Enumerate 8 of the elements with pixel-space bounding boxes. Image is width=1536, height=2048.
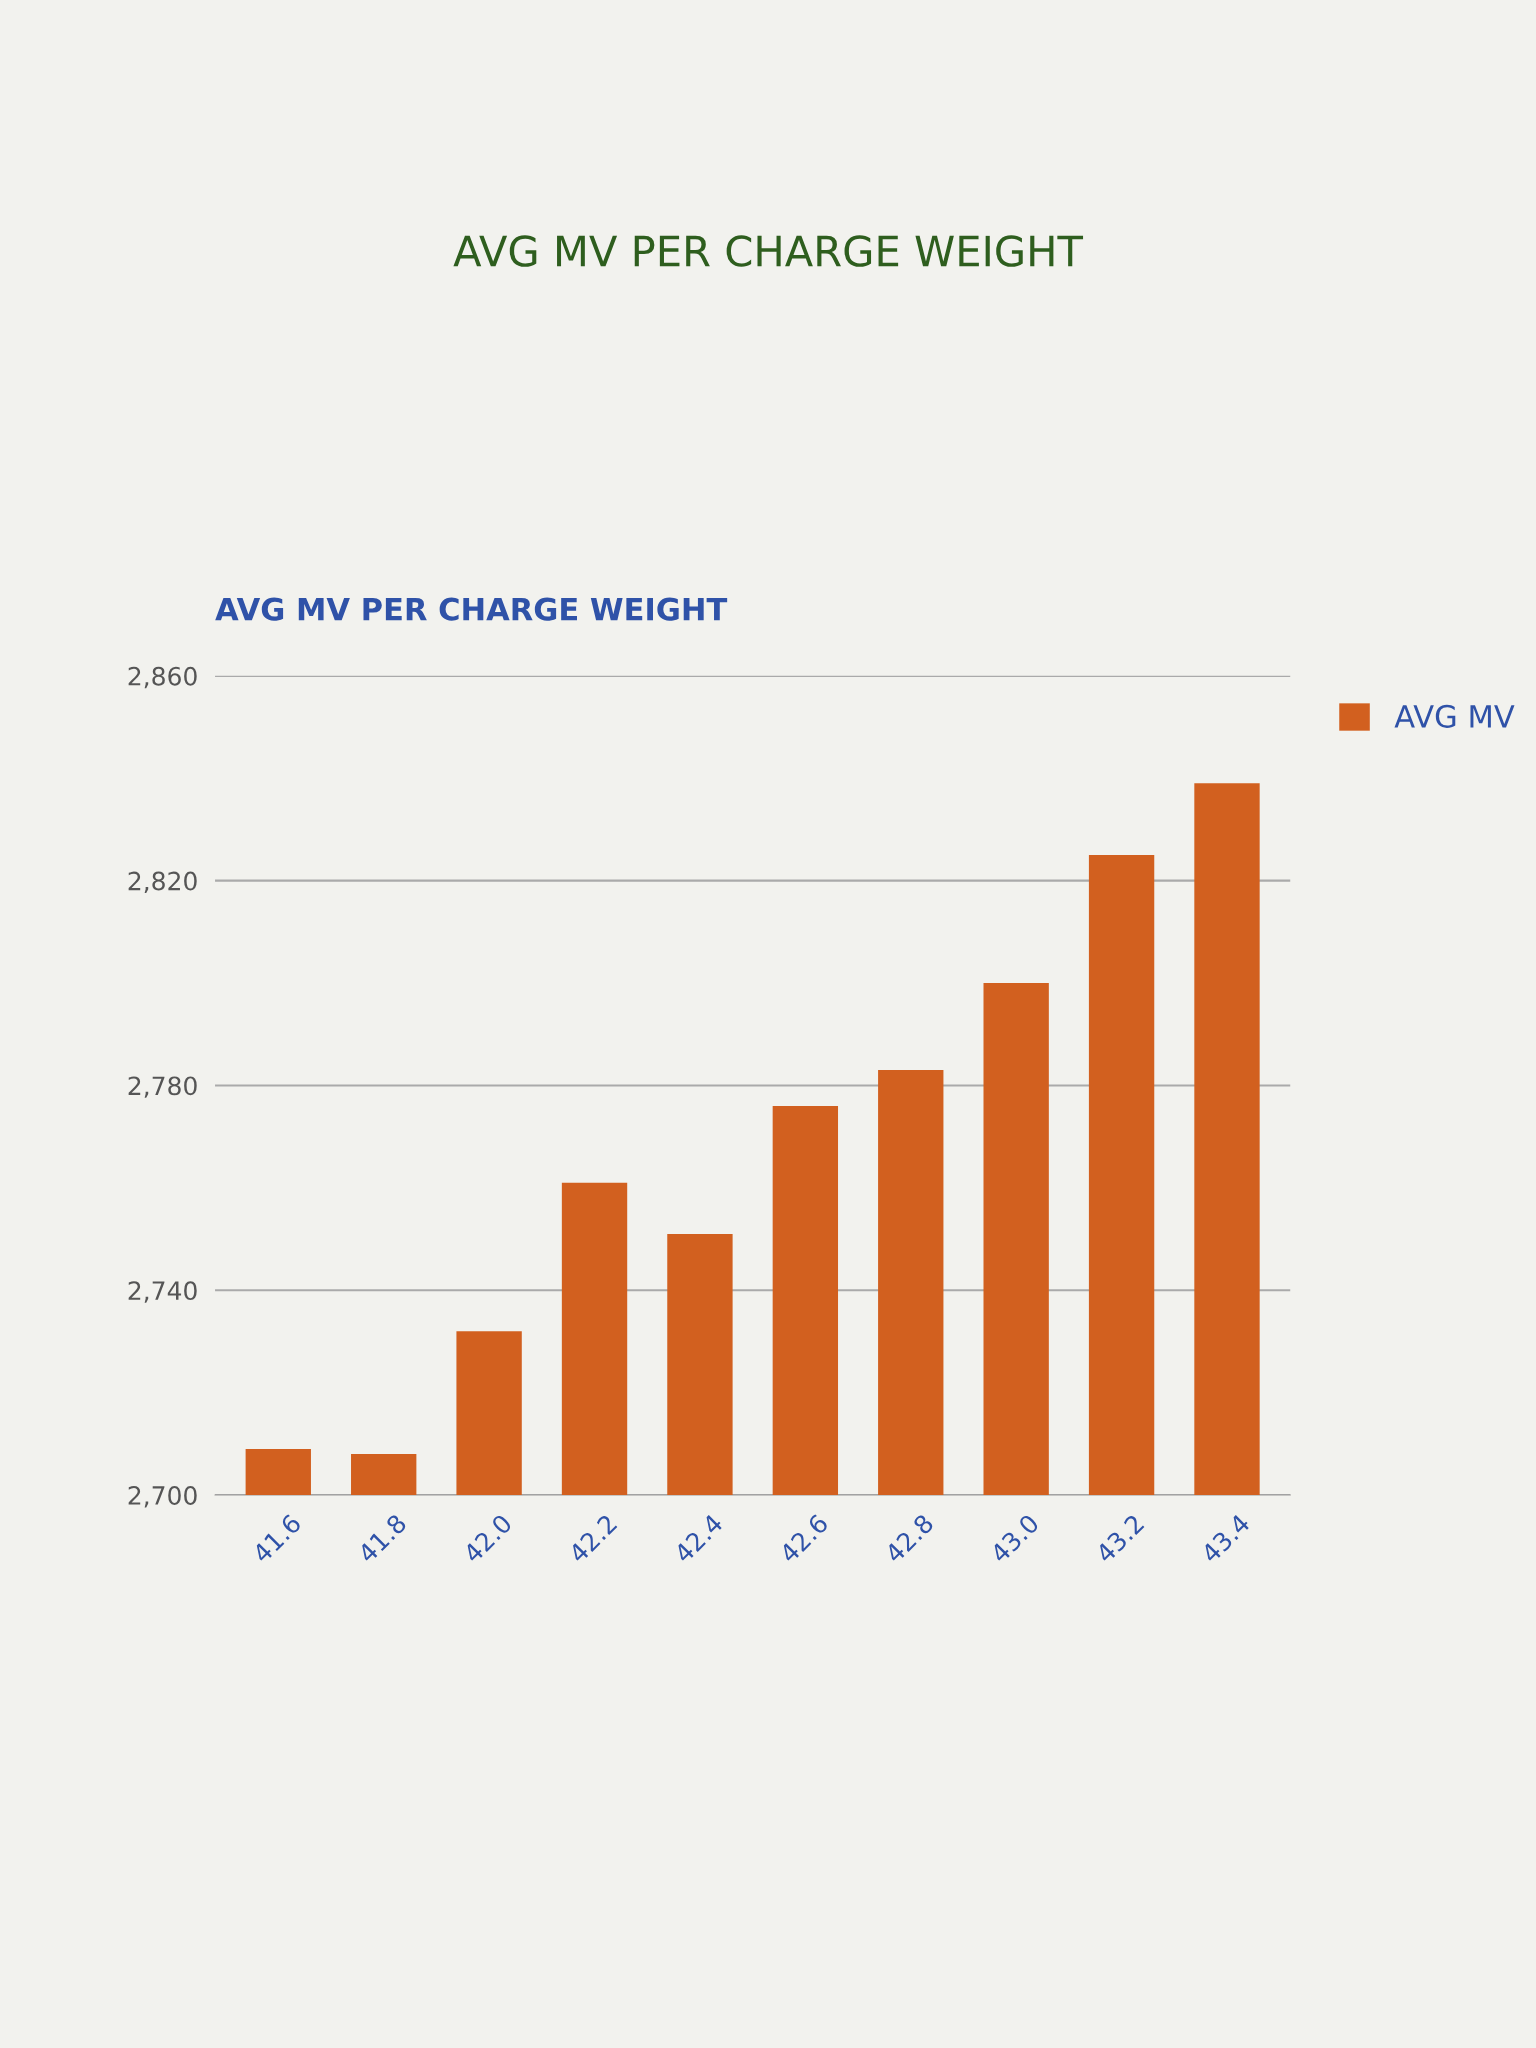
legend-label: AVG MV bbox=[1394, 704, 1515, 728]
y-tick-label: 2,780 bbox=[128, 1076, 197, 1098]
y-tick-label: 2,740 bbox=[128, 1281, 197, 1303]
y-tick-label: 2,860 bbox=[128, 666, 197, 689]
chart-title: AVG MV PER CHARGE WEIGHT bbox=[453, 235, 1084, 267]
chart-subtitle: AVG MV PER CHARGE WEIGHT bbox=[215, 597, 728, 621]
y-tick-label: 2,700 bbox=[128, 1485, 197, 1508]
y-tick-label: 2,820 bbox=[128, 871, 197, 894]
